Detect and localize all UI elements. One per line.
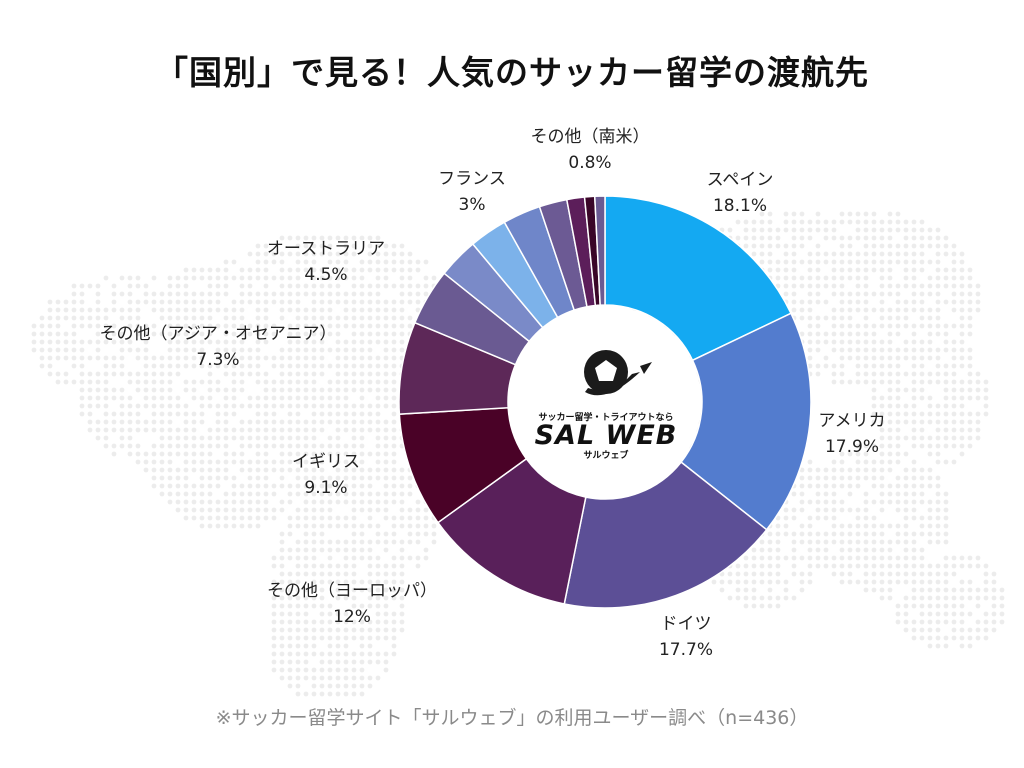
slice-label-5: イギリス xyxy=(292,452,360,472)
footnote: ※サッカー留学サイト「サルウェブ」の利用ユーザー調べ（n=436） xyxy=(215,707,809,729)
page-title: 「国別」で見る！人気のサッカー留学の渡航先 xyxy=(155,53,869,92)
logo-kana: サルウェブ xyxy=(583,449,628,461)
slices-group xyxy=(398,195,812,609)
logo-tagline: サッカー留学・トライアウトなら xyxy=(538,411,673,423)
slice-value-6: 7.3% xyxy=(196,350,239,370)
slice-value-14: 0.8% xyxy=(568,153,611,173)
slice-2 xyxy=(680,312,812,531)
slice-value-5: 9.1% xyxy=(304,478,347,498)
slice-label-3: ドイツ xyxy=(661,614,712,634)
logo-name: SAL WEB xyxy=(535,420,678,451)
slice-label-4: その他（ヨーロッパ） xyxy=(267,581,437,601)
airplane-swoosh-icon xyxy=(585,372,640,396)
slice-value-2: 17.9% xyxy=(825,437,879,457)
airplane-icon xyxy=(640,362,652,374)
slice-value-3: 17.7% xyxy=(659,640,713,660)
soccer-ball-patch xyxy=(595,360,617,381)
slice-1 xyxy=(604,195,792,362)
slice-label-2: アメリカ xyxy=(818,411,885,431)
slice-label-1: スペイン xyxy=(707,170,774,190)
slice-14 xyxy=(593,195,606,306)
slice-value-1: 18.1% xyxy=(713,196,767,216)
slice-label-14: その他（南米） xyxy=(531,127,650,147)
slice-value-7: 4.5% xyxy=(304,265,347,285)
slice-label-10: フランス xyxy=(438,169,506,189)
slice-3 xyxy=(563,461,768,609)
slice-value-10: 3% xyxy=(459,195,486,215)
slice-label-7: オーストラリア xyxy=(267,239,385,259)
sal-web-logo: サッカー留学・トライアウトなら SAL WEB サルウェブ xyxy=(535,350,678,461)
slice-label-6: その他（アジア・オセアニア） xyxy=(100,324,337,344)
labels-group: スペイン 18.1% アメリカ 17.9% ドイツ 17.7% その他（ヨーロッパ） 12% イ… xyxy=(100,127,886,660)
slice-value-4: 12% xyxy=(333,607,371,627)
donut-hole xyxy=(509,306,701,498)
